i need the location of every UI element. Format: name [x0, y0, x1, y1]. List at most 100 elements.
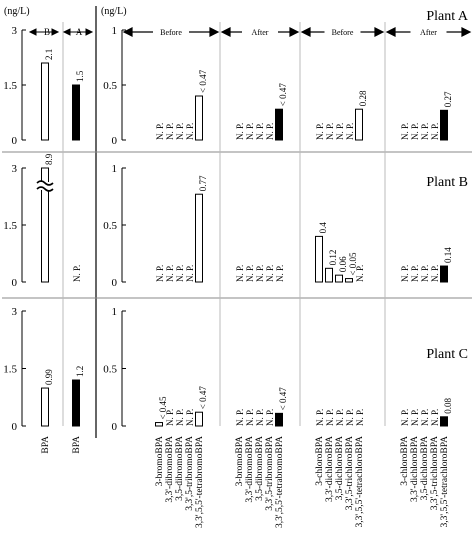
value-label: 0.99 — [44, 369, 54, 385]
x-tick-label: BPA — [41, 436, 51, 454]
value-label: N. P. — [175, 123, 185, 140]
y-tick-label: 1 — [112, 163, 118, 175]
bpa-bar-before — [41, 62, 49, 141]
value-label: 0.06 — [338, 256, 348, 272]
value-label: N. P. — [430, 265, 440, 282]
compound-bar-before — [195, 411, 203, 427]
x-tick-label: 3,5-dibromoBPA — [175, 436, 185, 501]
value-label: 1.2 — [75, 366, 85, 377]
bars — [36, 62, 448, 427]
value-label: N. P. — [345, 123, 355, 140]
compound-bar-after — [440, 265, 448, 283]
unit-label-left: (ng/L) — [4, 6, 30, 17]
value-label: N. P. — [335, 123, 345, 140]
axes: 0 1.5 3 0 0.5 1 0 1.5 3 0 0.5 1 0 1.5 3 0 0.5 1 — [3, 25, 126, 433]
group-arrow-right — [189, 27, 220, 37]
value-label: N. P. — [325, 123, 335, 140]
group-arrow-right — [278, 27, 300, 37]
value-label: N. P. — [420, 409, 430, 426]
x-tick-label: 3,5-dibromoBPA — [255, 436, 265, 501]
group-header-label: After — [420, 28, 437, 37]
value-label: N. P. — [235, 409, 245, 426]
x-tick-label: 3,3',5,5'-tetrachloroBPA — [440, 436, 450, 528]
y-tick-label: 0.5 — [103, 220, 117, 232]
value-label: N. P. — [400, 265, 410, 282]
x-tick-label: 3,3',5,5'-tetrabromoBPA — [195, 436, 205, 528]
group-header-label: After — [252, 28, 269, 37]
y-tick-label: 0 — [112, 135, 118, 147]
y-tick-label: 0 — [112, 277, 118, 289]
x-tick-label: BPA — [72, 436, 82, 454]
value-label: N. P. — [245, 265, 255, 282]
value-label: N. P. — [430, 409, 440, 426]
value-label: N. P. — [185, 409, 195, 426]
group-arrow-right — [360, 27, 385, 37]
value-label: N. P. — [165, 123, 175, 140]
value-label: N. P. — [355, 409, 365, 426]
value-label: N. P. — [400, 409, 410, 426]
left-header-arrow — [28, 28, 60, 36]
value-label: N. P. — [185, 265, 195, 282]
value-label: 2.1 — [44, 49, 54, 60]
group-header-label: Before — [160, 28, 182, 37]
value-label: N. P. — [355, 265, 365, 282]
value-label: 0.08 — [443, 398, 453, 414]
axis-break-gap — [38, 182, 52, 190]
bpa-bar-after — [72, 379, 80, 427]
value-label: 0.28 — [358, 90, 368, 106]
compound-bar-after — [275, 108, 283, 141]
group-arrow-left — [122, 27, 153, 37]
plant-a-title: Plant A — [426, 9, 469, 24]
x-tick-label: 3,3'-dichloroBPA — [410, 436, 420, 502]
x-tick-label: 3,3',5,5'-tetrabromoBPA — [275, 436, 285, 528]
value-label: N. P. — [265, 265, 275, 282]
value-label: < 0.47 — [278, 83, 288, 107]
compound-bar-before — [335, 274, 343, 283]
x-tick-labels: BPA BPA 3-bromoBPA 3,3'-dibromoBPA 3,5-dibro… — [41, 436, 450, 528]
y-tick-label: 0.5 — [103, 364, 117, 376]
plant-b-title: Plant B — [426, 175, 468, 190]
unit-label-right: (ng/L) — [101, 6, 127, 17]
value-label: N. P. — [410, 409, 420, 426]
value-label: N. P. — [245, 409, 255, 426]
value-label: N. P. — [335, 409, 345, 426]
value-label: 0.77 — [198, 175, 208, 191]
value-label: N. P. — [410, 123, 420, 140]
plant-c-title: Plant C — [426, 347, 468, 362]
value-label: N. P. — [265, 409, 275, 426]
x-tick-label: 3-chloroBPA — [400, 436, 410, 486]
value-label: N. P. — [255, 409, 265, 426]
value-label: N. P. — [165, 265, 175, 282]
y-tick-label: 1 — [112, 306, 118, 318]
value-label: N. P. — [255, 265, 265, 282]
group-arrow-left — [300, 27, 325, 37]
value-label: N. P. — [235, 123, 245, 140]
y-tick-label: 0 — [112, 421, 118, 433]
x-tick-label: 3,5-dichloroBPA — [335, 436, 345, 500]
y-tick-label: 1 — [112, 25, 118, 37]
value-labels: 2.11.58.9N. P.0.99 1.2N. P. N. P. N. P. N. P… — [44, 49, 453, 426]
x-tick-label: 3,3',5,5'-tetrachloroBPA — [355, 436, 365, 528]
x-tick-label: 3,3',5-tribromoBPA — [185, 436, 195, 511]
value-label: N. P. — [345, 409, 355, 426]
compound-bar-before — [315, 235, 323, 283]
compound-bar-before — [345, 278, 353, 283]
value-label: N. P. — [245, 123, 255, 140]
value-label: 0.12 — [328, 250, 338, 266]
value-label: N. P. — [255, 123, 265, 140]
group-arrow-left — [220, 27, 242, 37]
value-label: N. P. — [235, 265, 245, 282]
value-label: N. P. — [420, 123, 430, 140]
x-tick-label: 3-chloroBPA — [315, 436, 325, 486]
y-tick-label: 3 — [12, 163, 18, 175]
compound-bar-before — [325, 267, 333, 283]
grid-lines — [2, 6, 472, 438]
group-arrow-left — [385, 27, 411, 37]
group-arrow-right — [446, 27, 472, 37]
value-label: N. P. — [400, 123, 410, 140]
value-label: N. P. — [325, 409, 335, 426]
group-header-label: Before — [332, 28, 354, 37]
value-label: N. P. — [165, 409, 175, 426]
y-tick-label: 0.5 — [103, 80, 117, 92]
value-label: N. P. — [410, 265, 420, 282]
